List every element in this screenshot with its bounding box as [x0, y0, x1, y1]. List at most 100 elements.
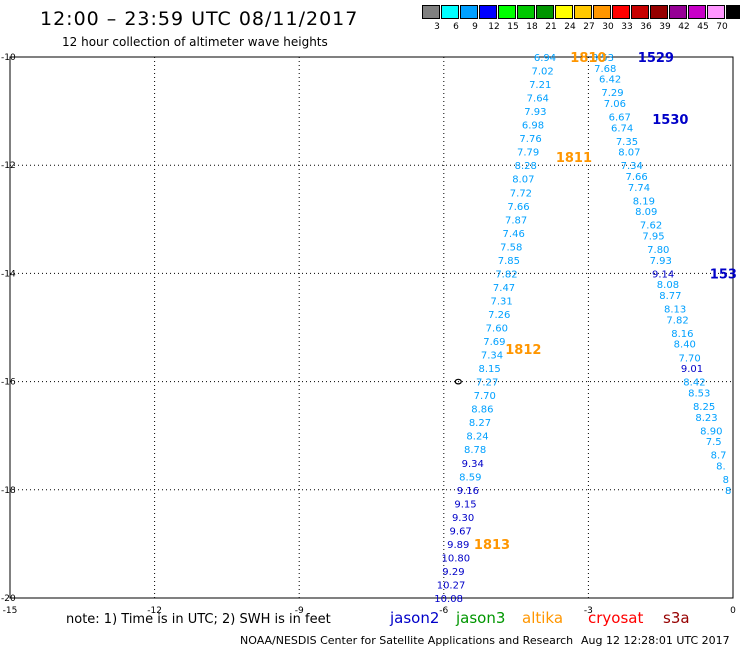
pass-time-label: 1812 — [505, 343, 541, 358]
wave-height-value: 8.07 — [618, 148, 640, 159]
satellite-name: jason3 — [456, 609, 506, 627]
island-outline — [454, 378, 462, 385]
wave-height-value: 7.60 — [486, 324, 508, 335]
wave-height-value: 8.59 — [459, 472, 481, 483]
legend-swatch — [555, 5, 573, 19]
wave-height-value: 6.67 — [609, 113, 631, 124]
wave-height-value: 7.62 — [640, 221, 662, 232]
legend-label: 27 — [583, 22, 595, 32]
lon-tick-label: -6 — [439, 606, 448, 616]
wave-height-value: 6.74 — [611, 123, 633, 134]
legend-label: 3 — [434, 22, 440, 32]
wave-height-value: 7.47 — [493, 283, 515, 294]
legend-swatch — [536, 5, 554, 19]
lon-tick-label: -15 — [3, 606, 18, 616]
legend-swatch — [460, 5, 478, 19]
pass-time-labels: 1810 1811 1812 1813 1529 1530 153 — [474, 51, 737, 553]
lat-tick-label: -14 — [1, 269, 16, 279]
wave-height-value: 7.5 — [706, 437, 722, 448]
wave-height-value: 9.29 — [442, 567, 464, 578]
pass-time-label: 1810 — [570, 51, 606, 66]
wave-height-value: 7.93 — [650, 256, 672, 267]
legend-swatch — [593, 5, 611, 19]
wave-height-value: 7.69 — [483, 337, 505, 348]
legend-swatch — [422, 5, 440, 19]
lat-tick-label: -16 — [1, 378, 16, 388]
footnote: note: 1) Time is in UTC; 2) SWH is in fe… — [66, 612, 331, 627]
legend-swatch — [726, 5, 740, 19]
wave-height-value: 7.58 — [500, 242, 522, 253]
wave-height-value: 9.34 — [462, 459, 484, 470]
legend-label: 24 — [564, 22, 576, 32]
wave-height-value: 8.16 — [671, 329, 693, 340]
wave-height-value: 7.02 — [531, 67, 553, 78]
wave-height-value: 8.19 — [633, 196, 655, 207]
pass-time-label: 1811 — [556, 151, 592, 166]
map-subtitle: 12 hour collection of altimeter wave hei… — [62, 35, 328, 49]
legend-swatch — [669, 5, 687, 19]
wave-height-value: 7.66 — [507, 202, 529, 213]
wave-height-value: 8.23 — [695, 413, 717, 424]
wave-height-value: 8.90 — [700, 426, 722, 437]
satellite-tracks: 6.94 7.02 7.21 7.64 7.93 6.98 7.76 7.79 8.28 8.07… — [434, 53, 731, 605]
wave-height-value: 7.82 — [495, 269, 517, 280]
wave-height-value: 8.7 — [711, 451, 727, 462]
wave-height-value: 7.80 — [647, 245, 669, 256]
wave-height-value: 7.66 — [625, 172, 647, 183]
map-frame — [9, 56, 734, 599]
legend-label: 15 — [507, 22, 519, 32]
wave-height-value: 7.85 — [498, 256, 520, 267]
wave-height-value: 7.64 — [527, 94, 549, 105]
lat-tick-label: -20 — [1, 594, 16, 604]
wave-height-value: 8.15 — [478, 364, 500, 375]
lat-tick-label: -10 — [1, 53, 16, 63]
legend-swatch — [631, 5, 649, 19]
wave-height-value: 8.08 — [657, 280, 679, 291]
wave-height-value: 7.93 — [524, 107, 546, 118]
wave-height-value: 6.94 — [534, 53, 556, 64]
wave-height-value: 7.46 — [503, 229, 525, 240]
islands — [454, 378, 462, 385]
legend-label: 21 — [545, 22, 557, 32]
wave-height-value: 7.95 — [642, 232, 664, 243]
wave-height-value: 8.28 — [515, 161, 537, 172]
wave-height-value: 8.07 — [512, 175, 534, 186]
wave-height-value: 9.01 — [681, 364, 703, 375]
wave-height-value: 7.68 — [594, 64, 616, 75]
lat-tick-label: -18 — [1, 486, 16, 496]
wave-height-value: 7.72 — [510, 188, 532, 199]
wave-height-value: 7.70 — [474, 391, 496, 402]
legend-swatch — [612, 5, 630, 19]
axis-tick-labels: -15 -12 -9 -6 -3 0 -10 -12 -14 -16 -18 -20 — [1, 53, 736, 616]
wave-height-value: 9.15 — [454, 499, 476, 510]
legend-swatch — [688, 5, 706, 19]
wave-height-value: 9.67 — [450, 526, 472, 537]
wave-height-value: 8 — [725, 486, 731, 497]
wave-height-value: 7.35 — [616, 137, 638, 148]
wave-height-value: 8.42 — [683, 378, 705, 389]
legend-label: 36 — [640, 22, 652, 32]
wave-height-value: 7.82 — [666, 315, 688, 326]
map-title: 12:00 – 23:59 UTC 08/11/2017 — [40, 8, 359, 30]
wave-height-value: 10.27 — [437, 580, 466, 591]
wave-height-value: 8.24 — [466, 432, 488, 443]
wave-height-value: 8.53 — [688, 388, 710, 399]
legend-swatch — [517, 5, 535, 19]
wave-height-value: 6.42 — [599, 75, 621, 86]
wave-height-value: 9.89 — [447, 540, 469, 551]
wave-height-value: 8.13 — [664, 305, 686, 316]
generation-timestamp: Aug 12 12:28:01 UTC 2017 — [581, 634, 730, 647]
satellite-name: altika — [522, 609, 564, 627]
lat-tick-label: -12 — [1, 161, 16, 171]
wave-height-value: 7.06 — [604, 99, 626, 110]
wave-height-value: 8.53 — [592, 53, 614, 64]
pass-time-label: 153 — [710, 267, 737, 282]
wave-height-value: 8.09 — [635, 207, 657, 218]
legend-swatch — [707, 5, 725, 19]
wave-height-value: 7.74 — [628, 183, 650, 194]
legend-swatch — [498, 5, 516, 19]
wave-height-value: 8. — [716, 461, 726, 472]
lon-tick-label: 0 — [730, 606, 736, 616]
legend-label: 39 — [659, 22, 671, 32]
legend-label: 30 — [602, 22, 614, 32]
